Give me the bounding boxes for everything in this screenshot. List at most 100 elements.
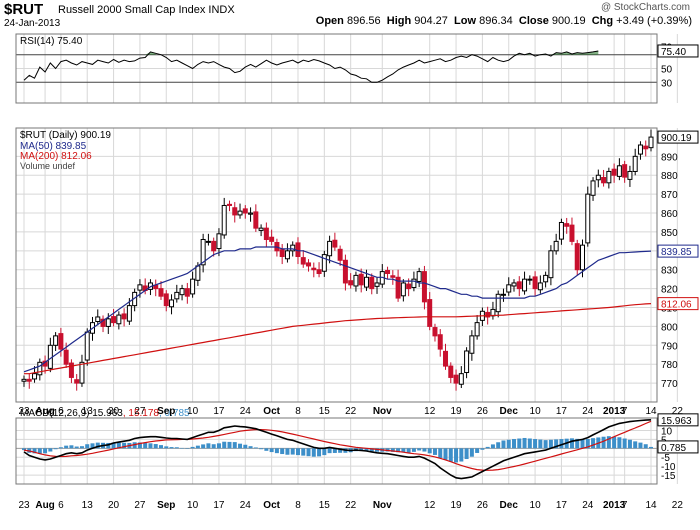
- x-tick-label: Sep: [157, 500, 175, 511]
- macd-histogram-bar: [575, 438, 580, 449]
- price-tick-label: 880: [661, 171, 678, 182]
- rsi-last-tag-text: 75.40: [661, 47, 686, 58]
- ma50-line: [23, 246, 652, 373]
- macd-histogram-bar: [375, 448, 380, 452]
- candle-body: [580, 244, 586, 271]
- x-tick-label: Dec: [500, 500, 519, 511]
- candle-body: [216, 233, 222, 250]
- macd-histogram-bar: [264, 448, 269, 451]
- macd-histogram-bar: [422, 448, 427, 452]
- close-label: Close: [518, 15, 549, 27]
- price-last-tag: 900.19: [657, 130, 699, 144]
- candle-body: [342, 259, 348, 284]
- macd-histogram-bar: [158, 445, 163, 449]
- macd-last-tag-text: 15.963: [661, 416, 692, 427]
- macd-histogram-bar: [311, 448, 316, 457]
- macd-histogram-bar: [464, 448, 469, 460]
- macd-signal-line: [23, 420, 652, 471]
- rsi-overbought-fill: [550, 52, 557, 55]
- open-label: Open: [315, 15, 344, 27]
- candle-body: [585, 193, 591, 244]
- x-tick-label: 10: [530, 406, 542, 417]
- macd-histogram-bar: [506, 439, 511, 449]
- candle-body: [395, 276, 401, 299]
- candle-body: [337, 248, 343, 261]
- macd-histogram-bar: [74, 446, 79, 449]
- macd-histogram-bar: [122, 442, 127, 449]
- candle-body: [348, 280, 354, 286]
- candle-body: [211, 240, 217, 252]
- price-tick-label: 870: [661, 190, 678, 201]
- ma50-last-tag-text: 839.85: [661, 247, 692, 258]
- ma200-last-tag-text: 812.06: [661, 300, 692, 311]
- macd-histogram-bar: [32, 448, 37, 454]
- price-panel: [16, 128, 678, 402]
- x-tick-label: 15: [319, 500, 331, 511]
- symbol-name: Russell 2000 Small Cap Index INDX: [58, 4, 235, 16]
- macd-histogram-bar: [469, 448, 474, 457]
- macd-histogram-bar: [390, 448, 395, 452]
- x-tick-label: 6: [58, 406, 64, 417]
- x-tick-label: 20: [108, 500, 120, 511]
- candle-body: [390, 275, 396, 278]
- x-tick-label: Dec: [500, 406, 519, 417]
- candle-body: [522, 278, 528, 292]
- candle-body: [400, 282, 406, 297]
- macd-histogram-bar: [512, 439, 517, 449]
- open-value: 896.56: [346, 15, 381, 27]
- candle-body: [79, 361, 85, 384]
- candle-body: [564, 223, 570, 227]
- macd-histogram-bar: [206, 443, 211, 449]
- macd-line: [23, 419, 652, 480]
- candle-body: [174, 291, 180, 300]
- candle-body: [226, 203, 232, 206]
- candle-body: [279, 249, 285, 257]
- candle-body: [290, 244, 296, 252]
- ma50-last-tag: 839.85: [657, 244, 699, 258]
- candle-body: [121, 313, 127, 320]
- macd-histogram-bar: [638, 442, 643, 449]
- macd-histogram-bar: [622, 438, 627, 449]
- low-label: Low: [454, 15, 477, 27]
- candle-body: [237, 210, 243, 216]
- candle-body: [63, 349, 69, 365]
- candle-body: [126, 305, 132, 322]
- macd-hist-last-tag-text: 0.785: [661, 443, 686, 454]
- x-tick-label: 14: [645, 406, 657, 417]
- candle-body: [443, 350, 449, 367]
- macd-histogram-bar: [485, 446, 490, 449]
- macd-tick-label: -10: [661, 462, 676, 473]
- price-tick-label: 890: [661, 152, 678, 163]
- x-tick-label: 7: [622, 406, 628, 417]
- macd-histogram-bar: [227, 441, 232, 449]
- macd-histogram-bar: [522, 437, 527, 449]
- candle-body: [32, 373, 38, 380]
- macd-histogram-bar: [617, 437, 622, 449]
- candle-body: [421, 271, 427, 303]
- x-tick-label: Nov: [373, 406, 392, 417]
- x-tick-label: Oct: [263, 500, 280, 511]
- macd-histogram-bar: [22, 448, 26, 451]
- candle-body: [353, 274, 359, 287]
- candle-body: [263, 227, 269, 240]
- x-tick-label: Sep: [157, 406, 175, 417]
- candle-body: [627, 170, 633, 180]
- candle-body: [590, 180, 596, 196]
- macd-histogram-bar: [543, 440, 548, 449]
- macd-tick-label: -5: [661, 453, 670, 464]
- candle-body: [511, 282, 517, 287]
- candle-body: [437, 334, 443, 350]
- macd-histogram-bar: [43, 448, 48, 454]
- macd-histogram-bar: [153, 444, 158, 449]
- candle-body: [158, 288, 164, 297]
- candle-body: [458, 373, 464, 385]
- candle-body: [406, 283, 412, 290]
- candle-body: [411, 278, 417, 288]
- candle-body: [253, 211, 259, 229]
- macd-histogram-bar: [533, 439, 538, 449]
- macd-histogram-bar: [269, 448, 274, 453]
- macd-last-tag-box: [657, 413, 699, 427]
- volume-legend-item: Volume undef: [20, 161, 76, 171]
- price-tick-label: 790: [661, 341, 678, 352]
